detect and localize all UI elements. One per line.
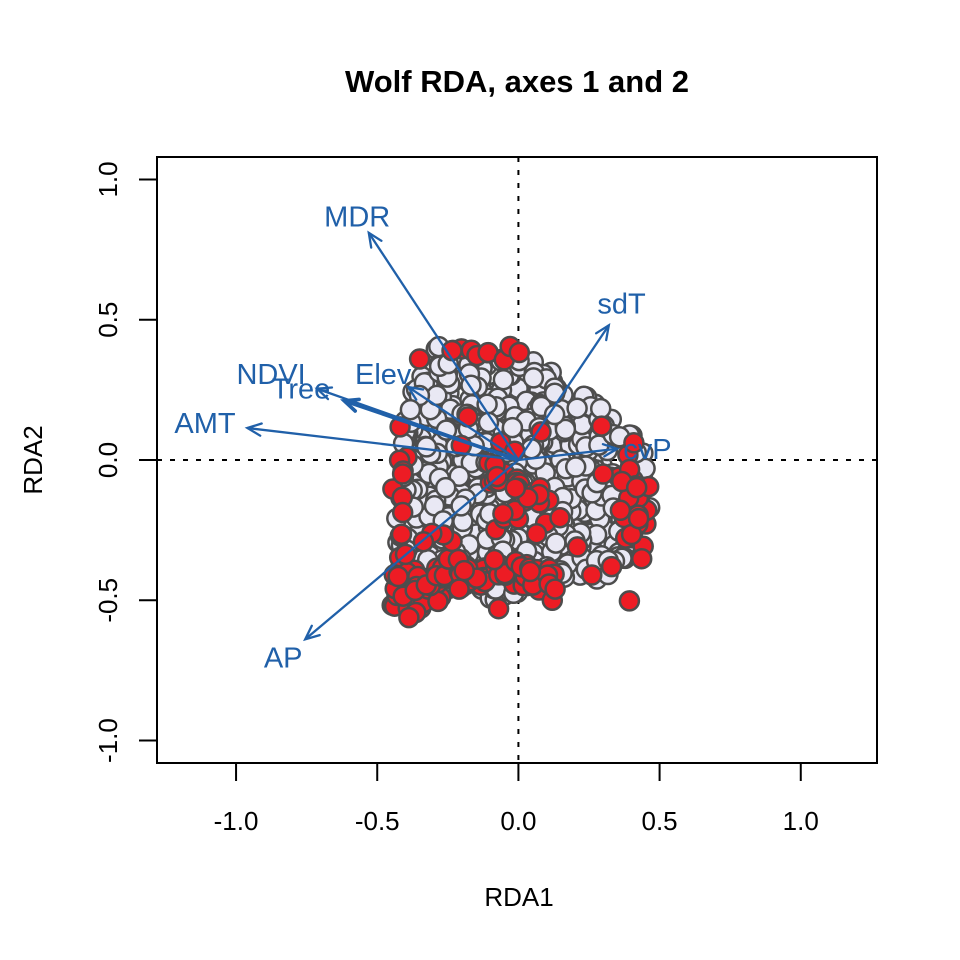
site-point-presence: [519, 560, 542, 583]
arrow-label-AMT: AMT: [174, 408, 236, 440]
arrow-label-AP: AP: [264, 643, 303, 675]
arrowhead-AMT: [244, 422, 263, 437]
site-point-presence: [487, 597, 510, 620]
x-tick-label: 1.0: [783, 806, 819, 836]
site-point-presence: [544, 578, 566, 600]
x-tick-label: 0.5: [642, 806, 678, 836]
site-point: [522, 367, 545, 389]
biplot-arrow-MDR: [367, 232, 520, 461]
arrow-label-Tree: Tree: [272, 374, 331, 406]
site-point-presence: [398, 606, 420, 629]
arrowhead-AP: [303, 624, 321, 642]
site-point-presence: [566, 536, 589, 558]
site-point: [501, 416, 524, 439]
plot-border: [156, 156, 878, 764]
site-point-presence: [504, 477, 527, 499]
site-point-presence: [391, 501, 414, 524]
site-point: [492, 368, 515, 391]
biplot-arrow-AP: [304, 459, 520, 641]
plot-title: Wolf RDA, axes 1 and 2: [345, 64, 689, 99]
site-point-presence: [457, 406, 479, 428]
arrowhead-MDR: [367, 230, 383, 249]
biplot-arrow-Elev: [407, 386, 520, 461]
site-point-presence: [448, 578, 470, 600]
arrow-label-Elev: Elev: [355, 359, 412, 391]
site-point-presence: [623, 432, 645, 454]
arrow-label-sdT: sdT: [597, 289, 646, 321]
site-point: [566, 397, 588, 419]
site-point: [399, 398, 422, 421]
site-point: [543, 382, 566, 404]
arrowhead-sdT: [594, 322, 611, 342]
x-tick-label: 0.0: [500, 806, 536, 836]
x-tick-label: -1.0: [214, 806, 259, 836]
biplot-arrow-cvP: [518, 447, 618, 462]
site-point-presence: [387, 565, 409, 588]
arrowhead-Tree: [340, 397, 361, 413]
site-point-presence: [592, 463, 614, 485]
site-point: [554, 418, 577, 441]
site-point-presence: [408, 348, 431, 370]
site-point: [434, 476, 457, 499]
biplot-arrow-AMT: [247, 426, 519, 462]
site-point: [545, 532, 567, 554]
site-point-presence: [618, 590, 641, 612]
site-point: [564, 456, 587, 478]
site-point-presence: [549, 506, 571, 529]
site-point-presence: [492, 502, 514, 525]
site-point-presence: [391, 463, 414, 485]
site-point: [450, 495, 472, 517]
arrow-label-NDVI: NDVI: [236, 359, 305, 391]
site-point-presence: [525, 522, 548, 545]
biplot-arrow-sdT: [517, 324, 610, 461]
y-tick-label: 1.0: [93, 161, 123, 197]
x-axis-title: RDA1: [484, 882, 553, 912]
y-tick-label: -0.5: [93, 578, 123, 623]
site-point-presence: [630, 547, 653, 570]
site-point: [589, 397, 612, 420]
y-tick-label: 0.5: [93, 302, 123, 338]
arrowhead-Elev: [405, 385, 425, 401]
site-point-presence: [390, 523, 413, 545]
y-axis-title: RDA2: [18, 425, 48, 494]
y-tick-label: 0.0: [93, 442, 123, 478]
site-point-presence: [483, 548, 506, 571]
plot-area: -1.0 -0.5 0.0 0.5 1.0 -1.0 -0.5 0.0 0.5 1.0 MDR sdT…: [93, 157, 877, 836]
site-point-presence: [530, 421, 552, 443]
site-point-presence: [508, 341, 531, 364]
site-point-presence: [600, 555, 623, 578]
site-point: [415, 436, 438, 458]
site-point-presence: [590, 415, 613, 437]
y-tick-label: -1.0: [93, 718, 123, 763]
arrowhead-NDVI: [314, 386, 334, 401]
site-point-presence: [581, 564, 603, 586]
site-point-presence: [453, 559, 475, 582]
site-point-presence: [625, 476, 648, 499]
arrowhead-cvP: [601, 443, 620, 458]
arrow-label-MDR: MDR: [324, 202, 390, 234]
arrow-label-cvP: cvP: [623, 434, 671, 466]
biplot-arrow-Tree: [343, 399, 519, 462]
x-tick-label: -0.5: [355, 806, 400, 836]
site-point-presence: [627, 507, 650, 530]
site-point-presence: [609, 499, 632, 522]
